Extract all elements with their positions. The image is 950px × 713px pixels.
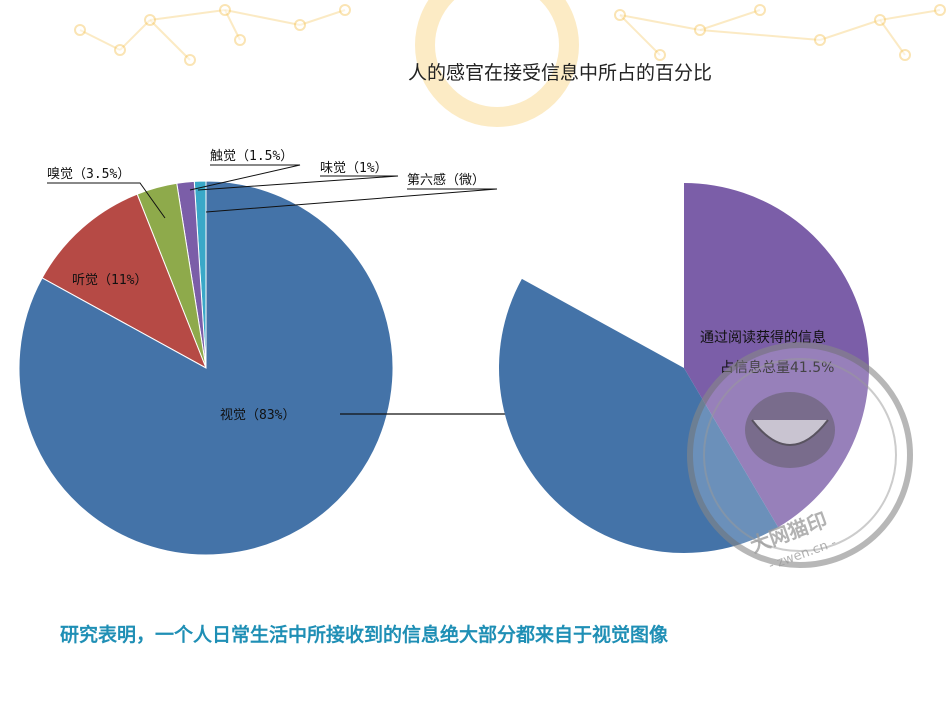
label-vision: 视觉（83%） — [220, 408, 295, 423]
deco-link — [149, 19, 191, 61]
deco-node — [614, 9, 626, 21]
label-reading-line1: 通过阅读获得的信息 — [700, 329, 826, 346]
watermark-cat-grin — [751, 419, 829, 446]
deco-link — [299, 9, 346, 26]
deco-link — [819, 19, 881, 41]
pie1-slice-0 — [18, 180, 394, 556]
label-taste: 味觉（1%） — [320, 161, 388, 176]
deco-node — [754, 4, 766, 16]
deco-node — [934, 4, 946, 16]
deco-node — [874, 14, 886, 26]
deco-link — [224, 9, 241, 41]
leader-smell — [47, 182, 166, 219]
watermark-inner-ring — [703, 358, 897, 552]
deco-link — [119, 19, 151, 51]
pie1-slice-1 — [41, 193, 207, 370]
label-sixth-sense: 第六感（微） — [407, 172, 485, 188]
deco-link — [149, 9, 226, 21]
deco-node — [339, 4, 351, 16]
deco-link — [879, 9, 941, 21]
deco-link — [619, 14, 701, 31]
deco-node — [114, 44, 126, 56]
deco-link — [79, 29, 121, 51]
deco-node — [694, 24, 706, 36]
label-touch: 触觉（1.5%） — [210, 149, 293, 164]
label-hearing: 听觉（11%） — [72, 273, 147, 288]
deco-ring — [415, 0, 579, 127]
deco-link — [699, 9, 761, 31]
deco-node — [294, 19, 306, 31]
deco-node — [654, 49, 666, 61]
chart-title: 人的感官在接受信息中所占的百分比 — [408, 62, 713, 84]
deco-node — [814, 34, 826, 46]
deco-link — [699, 29, 821, 41]
caption-text: 研究表明，一个人日常生活中所接收到的信息绝大部分都来自于视觉图像 — [60, 624, 669, 646]
label-smell: 嗅觉（3.5%） — [47, 167, 130, 182]
deco-node — [234, 34, 246, 46]
deco-link — [879, 19, 906, 56]
pie2-slice-0 — [684, 183, 870, 528]
leader-touch — [189, 164, 301, 191]
deco-node — [184, 54, 196, 66]
deco-link — [224, 9, 301, 26]
deco-node — [74, 24, 86, 36]
deco-node — [899, 49, 911, 61]
watermark-stamp — [687, 342, 913, 568]
label-reading-line2: 占信息总量41.5% — [720, 359, 834, 376]
leader-sixth-sense — [205, 188, 498, 213]
deco-link — [619, 14, 661, 56]
deco-node — [144, 14, 156, 26]
deco-node — [219, 4, 231, 16]
leader-taste — [197, 175, 399, 191]
